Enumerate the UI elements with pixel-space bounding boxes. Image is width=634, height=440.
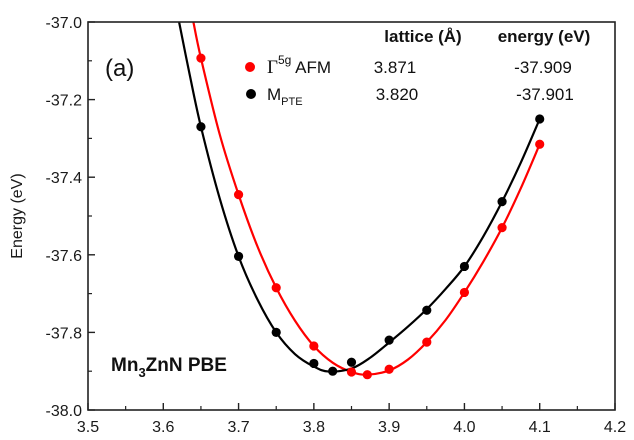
data-point-gamma-afm [309, 341, 319, 351]
y-tick-label: -38.0 [46, 403, 83, 420]
legend-label-mpte: MPTE [267, 85, 303, 108]
x-tick-label: 4.1 [529, 419, 551, 436]
x-tick-label: 3.8 [303, 419, 325, 436]
data-point-gamma-afm [196, 53, 206, 63]
data-point-mpte [422, 305, 432, 315]
data-point-mpte [233, 251, 244, 261]
data-point-mpte [497, 197, 507, 207]
y-axis-ticks: -37.0 -37.2 -37.4 -37.6 -37.8 -38.0 [46, 15, 95, 420]
data-point-mpte [328, 366, 338, 376]
x-tick-label: 3.9 [378, 419, 400, 436]
x-tick-label: 3.7 [227, 419, 249, 436]
legend-lattice-value: 3.820 [376, 85, 419, 104]
x-tick-label: 3.6 [152, 419, 174, 436]
panel-label: (a) [105, 55, 134, 82]
data-point-gamma-afm [422, 337, 432, 347]
legend-marker-black [246, 89, 256, 99]
data-point-mpte [196, 122, 206, 132]
y-axis-title: Energy (eV) [9, 173, 26, 258]
data-point-mpte [459, 261, 470, 272]
y-tick-label: -37.8 [46, 325, 83, 342]
data-point-mpte [309, 358, 319, 369]
data-point-gamma-afm [271, 283, 281, 293]
legend-entry-mpte: MPTE 3.820 -37.901 [246, 85, 574, 108]
data-point-gamma-afm [384, 364, 394, 374]
fit-curves [178, 22, 541, 376]
legend-energy-value: -37.901 [516, 85, 574, 104]
legend-header-lattice: lattice (Å) [384, 27, 461, 46]
legend-lattice-value: 3.871 [374, 58, 417, 77]
x-tick-label: 3.5 [77, 419, 99, 436]
x-tick-label: 4.2 [604, 419, 626, 436]
data-point-gamma-afm [346, 367, 357, 377]
data-point-gamma-afm [535, 139, 545, 149]
y-tick-label: -37.2 [46, 93, 83, 110]
data-point-mpte [535, 114, 545, 124]
data-point-gamma-afm [362, 370, 372, 380]
legend: lattice (Å) energy (eV) Γ5g AFM 3.871 -3… [245, 27, 590, 108]
data-point-gamma-afm [497, 223, 507, 233]
legend-label-gamma: Γ5g AFM [267, 53, 331, 78]
data-point-mpte [271, 327, 281, 337]
fit-curve-gamma-afm [192, 22, 541, 376]
legend-marker-red [245, 62, 255, 72]
legend-entry-gamma-afm: Γ5g AFM 3.871 -37.909 [245, 53, 572, 78]
legend-header-energy: energy (eV) [498, 27, 591, 46]
data-point-gamma-afm [233, 190, 244, 200]
data-points [196, 53, 545, 380]
data-point-mpte [346, 357, 357, 367]
plot-frame [87, 21, 616, 411]
x-axis-ticks: 3.5 3.6 3.7 3.8 3.9 4.0 4.1 4.2 [77, 403, 626, 436]
x-tick-label: 4.0 [453, 419, 475, 436]
y-tick-label: -37.6 [46, 248, 83, 265]
data-point-mpte [384, 335, 394, 345]
y-tick-label: -37.0 [46, 15, 83, 32]
legend-energy-value: -37.909 [514, 58, 572, 77]
y-tick-label: -37.4 [46, 170, 83, 187]
fit-curve-mpte [178, 22, 541, 373]
data-point-gamma-afm [459, 287, 470, 298]
material-method-annotation: Mn3ZnN PBE [111, 355, 227, 380]
